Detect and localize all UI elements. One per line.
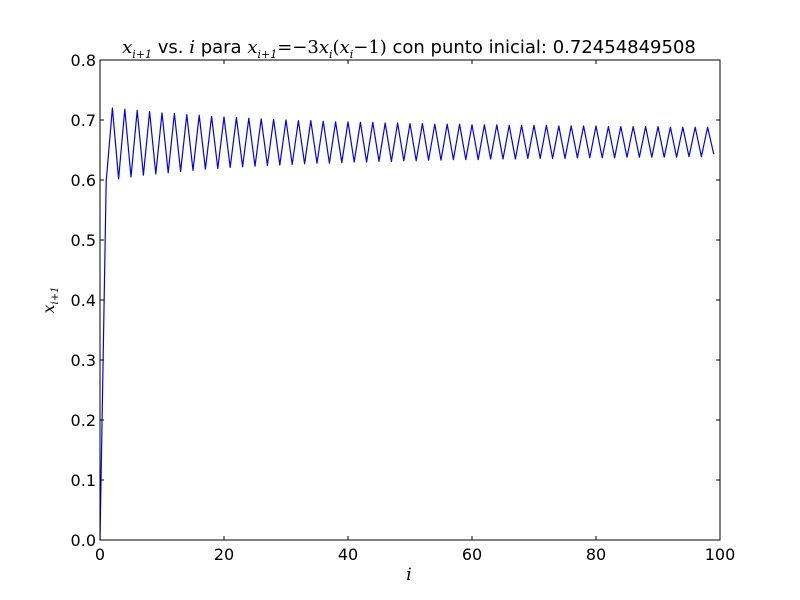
plot-frame <box>99 59 721 541</box>
title-formula-minus-one: −1) <box>353 37 387 58</box>
y-tick-label: 0.0 <box>71 531 96 550</box>
title-para: para <box>195 37 247 58</box>
plot-area <box>100 60 720 540</box>
x-tick-label: 60 <box>462 545 482 564</box>
x-tick-label: 20 <box>214 545 234 564</box>
title-formula-lhs-sub: i+1 <box>257 48 277 61</box>
title-formula-x1-sub: i <box>329 48 333 61</box>
x-tick-label: 0 <box>95 545 105 564</box>
y-tick-label: 0.1 <box>71 471 96 490</box>
y-tick-label: 0.5 <box>71 231 96 250</box>
title-formula-lhs-var: x <box>247 37 257 58</box>
title-suffix: con punto inicial: 0.72454849508 <box>387 37 696 58</box>
y-tick-label: 0.2 <box>71 411 96 430</box>
title-formula-eq: =−3 <box>277 37 319 58</box>
title-vs: vs. <box>152 37 189 58</box>
title-i-var: i <box>189 37 195 58</box>
y-axis-label-var: x <box>39 304 58 313</box>
title-x-var: x <box>122 37 132 58</box>
title-formula-paren: ( <box>333 37 340 58</box>
y-tick-labels: 0.0 0.1 0.2 0.3 0.4 0.5 0.6 0.7 0.8 <box>71 51 96 550</box>
x-tick-label: 80 <box>586 545 606 564</box>
y-axis-label-sub: i+1 <box>50 287 61 305</box>
y-tick-label: 0.4 <box>71 291 96 310</box>
chart-title: xi+1 vs. i para xi+1=−3xi(xi−1) con punt… <box>122 37 696 61</box>
x-tick-labels: 0 20 40 60 80 100 <box>95 545 735 564</box>
title-x-sub: i+1 <box>132 48 152 61</box>
title-formula-x1: x <box>319 37 329 58</box>
y-tick-label: 0.8 <box>71 51 96 70</box>
y-axis-label: xi+1 <box>39 287 61 314</box>
title-formula-x2-sub: i <box>350 48 354 61</box>
x-axis-label: i <box>406 565 411 585</box>
y-tick-label: 0.3 <box>71 351 96 370</box>
series-line <box>99 107 715 541</box>
y-tick-label: 0.7 <box>71 111 96 130</box>
title-formula-x2: x <box>340 37 350 58</box>
y-tick-label: 0.6 <box>71 171 96 190</box>
x-tick-label: 100 <box>705 545 736 564</box>
x-tick-label: 40 <box>338 545 358 564</box>
